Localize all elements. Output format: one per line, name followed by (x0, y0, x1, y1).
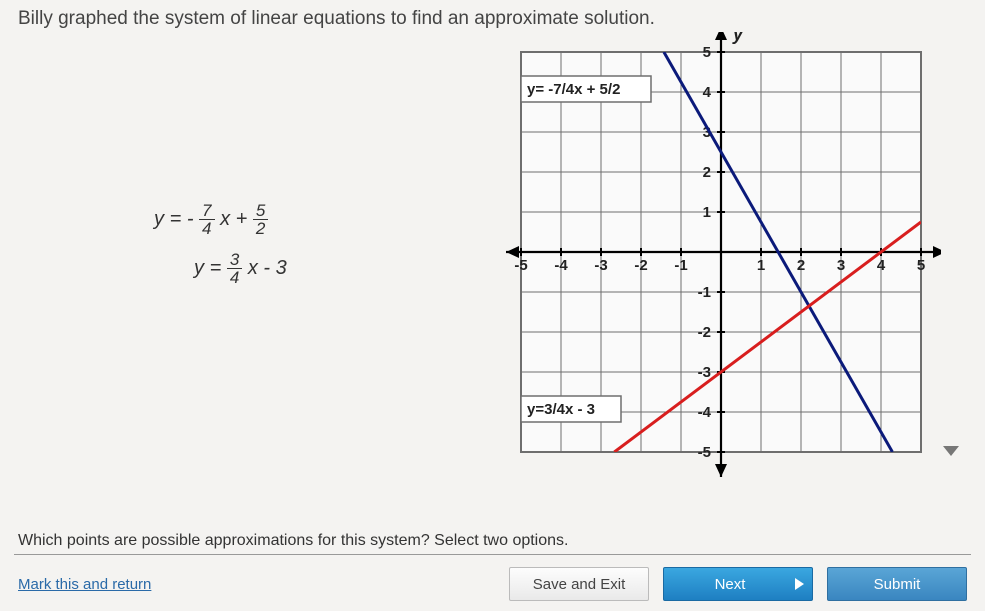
svg-text:-4: -4 (554, 257, 568, 274)
question-prompt: Billy graphed the system of linear equat… (14, 8, 971, 30)
svg-text:-1: -1 (698, 284, 711, 301)
eq1-eq: = (170, 208, 182, 230)
svg-text:-5: -5 (514, 257, 527, 274)
next-button[interactable]: Next (663, 567, 813, 601)
dropdown-caret-icon (943, 446, 959, 456)
eq2-frac1: 34 (227, 251, 242, 286)
svg-text:-3: -3 (698, 364, 711, 381)
graph-svg: -5-4-3-2-112345-5-4-3-2-112345xyy= -7/4x… (471, 32, 941, 482)
equations-block: y = - 74 x + 52 y = 34 x - 3 (154, 202, 287, 300)
svg-text:5: 5 (703, 44, 711, 61)
graph: -5-4-3-2-112345-5-4-3-2-112345xyy= -7/4x… (471, 32, 941, 487)
eq1-var: x (220, 208, 230, 230)
eq1-plus: + (236, 208, 248, 230)
svg-text:4: 4 (877, 257, 886, 274)
question-footer: Which points are possible approximations… (14, 526, 971, 555)
equation-2: y = 34 x - 3 (154, 251, 287, 286)
svg-text:-1: -1 (674, 257, 687, 274)
svg-text:-5: -5 (698, 444, 711, 461)
svg-text:y: y (732, 32, 744, 44)
eq1-sign: - (187, 208, 194, 230)
svg-text:y= -7/4x + 5/2: y= -7/4x + 5/2 (527, 81, 620, 98)
svg-text:-2: -2 (634, 257, 647, 274)
svg-text:3: 3 (837, 257, 845, 274)
svg-text:1: 1 (703, 204, 711, 221)
next-label: Next (715, 576, 746, 593)
save-exit-button[interactable]: Save and Exit (509, 567, 649, 601)
eq1-frac2: 52 (253, 202, 268, 237)
eq2-const: 3 (276, 257, 287, 279)
submit-button[interactable]: Submit (827, 567, 967, 601)
eq2-lhs: y (194, 257, 204, 279)
content-area: y = - 74 x + 52 y = 34 x - 3 -5-4-3-2-11… (14, 42, 971, 526)
bottom-bar: Mark this and return Save and Exit Next … (14, 561, 971, 611)
svg-text:2: 2 (703, 164, 711, 181)
svg-text:4: 4 (703, 84, 712, 101)
eq1-lhs: y (154, 208, 164, 230)
eq2-eq: = (210, 257, 222, 279)
svg-text:2: 2 (797, 257, 805, 274)
svg-text:-4: -4 (698, 404, 712, 421)
svg-text:-2: -2 (698, 324, 711, 341)
svg-text:5: 5 (917, 257, 925, 274)
equation-1: y = - 74 x + 52 (154, 202, 287, 237)
svg-text:1: 1 (757, 257, 765, 274)
eq2-var: x (248, 257, 258, 279)
eq1-frac1: 74 (199, 202, 214, 237)
mark-return-link[interactable]: Mark this and return (18, 576, 151, 593)
svg-text:-3: -3 (594, 257, 607, 274)
svg-text:y=3/4x - 3: y=3/4x - 3 (527, 401, 595, 418)
